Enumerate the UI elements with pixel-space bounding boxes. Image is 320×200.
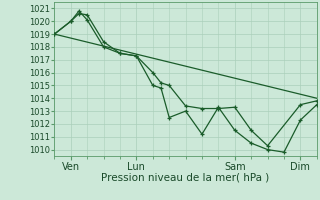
X-axis label: Pression niveau de la mer( hPa ): Pression niveau de la mer( hPa ) [101,173,270,183]
